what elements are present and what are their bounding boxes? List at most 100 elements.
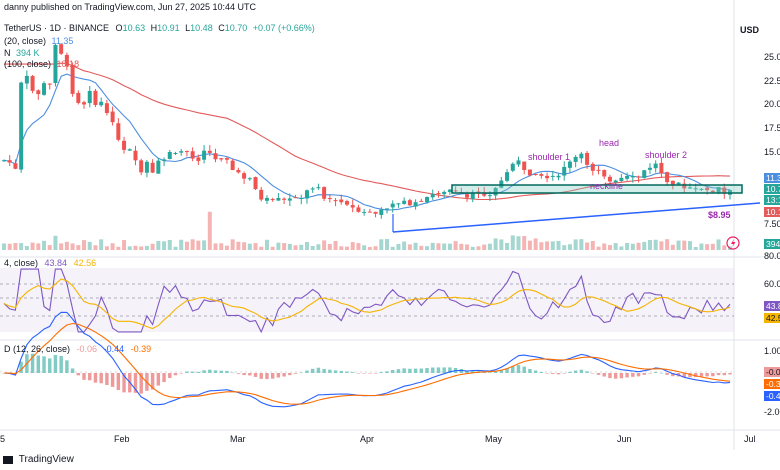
price-tick: 25.00 (764, 52, 780, 62)
candle-body (516, 160, 521, 165)
candle-body (196, 157, 201, 161)
volume-bar (99, 239, 104, 250)
macd-histogram-bar (619, 373, 624, 379)
ma20-price-tag (764, 173, 780, 183)
candle-body (122, 140, 127, 150)
ma20-legend[interactable]: (20, close) 11.35 (4, 36, 73, 46)
macd-hist-value: -0.06 (77, 344, 98, 354)
volume-bar (590, 240, 595, 250)
volume-bar (36, 243, 41, 250)
macd-histogram-bar (505, 368, 509, 373)
candle-body (30, 76, 35, 91)
macd-histogram-bar (156, 373, 161, 386)
volume-bar (459, 243, 464, 250)
volume-bar (482, 244, 487, 250)
volume-legend[interactable]: N 394 K (4, 48, 40, 58)
lightning-icon[interactable] (726, 236, 740, 250)
volume-bar (413, 242, 418, 250)
volume-bar (13, 243, 18, 250)
macd-histogram-bar (653, 372, 658, 373)
candle-body (602, 170, 607, 177)
candle-body (82, 102, 87, 105)
support-trendline[interactable] (392, 202, 761, 233)
volume-bar (539, 242, 544, 250)
candle-body (487, 195, 492, 197)
ma100-path (4, 62, 731, 201)
macd-histogram-bar (19, 361, 23, 373)
candle-body (230, 160, 235, 171)
macd-histogram-and-lines (2, 311, 732, 408)
ma100-legend[interactable]: (100, close) 10.18 (4, 59, 79, 69)
macd-histogram-bar (585, 371, 589, 373)
price-tick: 22.50 (764, 76, 780, 86)
volume-bar (596, 246, 601, 250)
volume-bar (76, 245, 81, 250)
candle-body (190, 151, 195, 159)
macd-histogram-bar (82, 373, 86, 380)
macd-histogram-bar (699, 373, 704, 377)
macd-histogram-bar (442, 367, 446, 373)
candle-body (322, 187, 327, 199)
macd-legend[interactable]: D (12, 26, close) -0.06 -0.44 -0.39 (4, 344, 151, 354)
neckline-zone[interactable] (451, 184, 743, 194)
macd-histogram-bar (219, 370, 223, 373)
volume-bar (447, 243, 452, 250)
macd-histogram-bar (350, 372, 355, 373)
macd-histogram-bar (716, 373, 721, 376)
candle-body (310, 188, 315, 190)
volume-bar (230, 239, 235, 250)
volume-bar (53, 235, 58, 250)
volume-bar (179, 239, 184, 250)
rsi-label: 4, close) (4, 258, 38, 268)
volume-bar (562, 245, 567, 250)
tradingview-logo-icon (3, 456, 13, 464)
macd-histogram-bar (511, 366, 515, 373)
macd-signal-tag-text: -0.3 (766, 379, 780, 389)
open-label: O (116, 23, 123, 33)
macd-histogram-bar (162, 373, 166, 383)
candle-body (133, 150, 138, 161)
macd-histogram-bar (305, 370, 309, 373)
macd-histogram-bar (368, 373, 372, 374)
candle-body (676, 182, 681, 185)
currency-label: USD (740, 25, 760, 35)
candle-body (24, 75, 29, 84)
macd-histogram-bar (202, 370, 206, 373)
volume-bar (670, 244, 675, 250)
volume-bar (219, 243, 224, 250)
footer-brand[interactable]: TradingView (18, 454, 74, 465)
volume-bar (390, 246, 395, 250)
macd-signal-tag (764, 379, 780, 389)
macd-tick: 1.00 (764, 346, 780, 356)
volume-bar (282, 243, 287, 250)
candle-body (607, 176, 612, 182)
macd-histogram-bar (276, 373, 281, 378)
rsi-legend[interactable]: 4, close) 43.84 42.56 (4, 258, 96, 268)
ma20-label: (20, close) (4, 36, 46, 46)
macd-histogram-bar (213, 370, 218, 373)
volume-bar (522, 236, 527, 250)
candle-body (59, 44, 64, 54)
volume-bar (247, 243, 252, 250)
macd-histogram-bar (65, 360, 69, 373)
volume-bar (264, 239, 269, 250)
macd-histogram-bar (545, 373, 549, 374)
candle-body (510, 163, 515, 171)
candle-body (533, 173, 538, 175)
macd-histogram-bar (688, 373, 692, 378)
annotation-shoulder-2: shoulder 2 (645, 150, 687, 160)
volume-bar (344, 246, 349, 250)
candle-body (527, 169, 532, 176)
candle-body (505, 172, 510, 181)
volume-bar (167, 239, 172, 250)
candle-body (642, 170, 647, 178)
volume-bar (150, 243, 155, 250)
volume-bar (653, 239, 658, 250)
rsi-ma-tag (764, 313, 780, 323)
candle-body (219, 158, 224, 160)
high-label: H (151, 23, 158, 33)
macd-histogram-bar (42, 356, 46, 373)
candle-body (139, 160, 144, 173)
